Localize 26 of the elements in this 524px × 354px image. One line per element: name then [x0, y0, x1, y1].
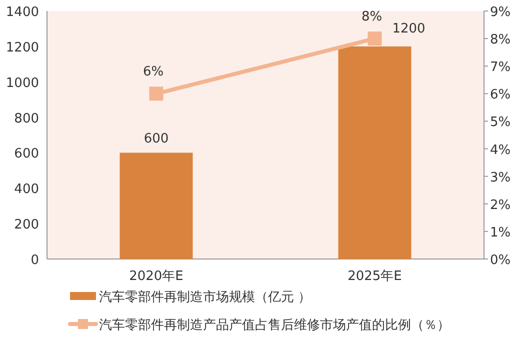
data-label: 8% — [361, 10, 382, 25]
x-tick-label: 2020年E — [129, 269, 184, 284]
y-tick-label: 600 — [14, 146, 39, 162]
y2-tick-label: 2% — [490, 198, 511, 213]
y-tick-label: 800 — [14, 111, 39, 126]
y-tick-label: 0 — [30, 253, 39, 268]
y-tick-label: 200 — [14, 218, 39, 233]
x-tick-label: 2025年E — [348, 269, 402, 284]
y-tick-label: 400 — [14, 182, 39, 198]
y2-tick-label: 1% — [490, 225, 511, 240]
y2-tick-label: 3% — [490, 170, 511, 186]
y2-tick-label: 4% — [490, 142, 511, 158]
y2-tick-label: 9% — [490, 5, 511, 20]
legend-label: 汽车零部件再制造产品产值占售后维修市场产值的比例（％） — [99, 318, 450, 333]
y-tick-label: 1200 — [6, 40, 39, 56]
y2-tick-label: 8% — [490, 32, 511, 48]
data-label: 6% — [142, 64, 164, 80]
data-label: 600 — [144, 132, 169, 147]
y-tick-label: 1000 — [6, 76, 39, 91]
y2-tick-label: 6% — [490, 88, 511, 103]
y2-tick-label: 7% — [490, 60, 511, 76]
y2-tick-label: 5% — [490, 115, 511, 130]
y-tick-label: 1400 — [6, 5, 39, 20]
legend-label: 汽车零部件再制造市场规模（亿元 ） — [99, 290, 312, 305]
data-label: 1200 — [392, 21, 426, 36]
y2-tick-label: 0% — [490, 253, 511, 268]
